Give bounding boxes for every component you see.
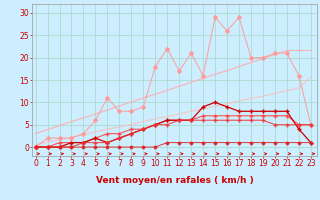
X-axis label: Vent moyen/en rafales ( km/h ): Vent moyen/en rafales ( km/h ) [96,176,253,185]
